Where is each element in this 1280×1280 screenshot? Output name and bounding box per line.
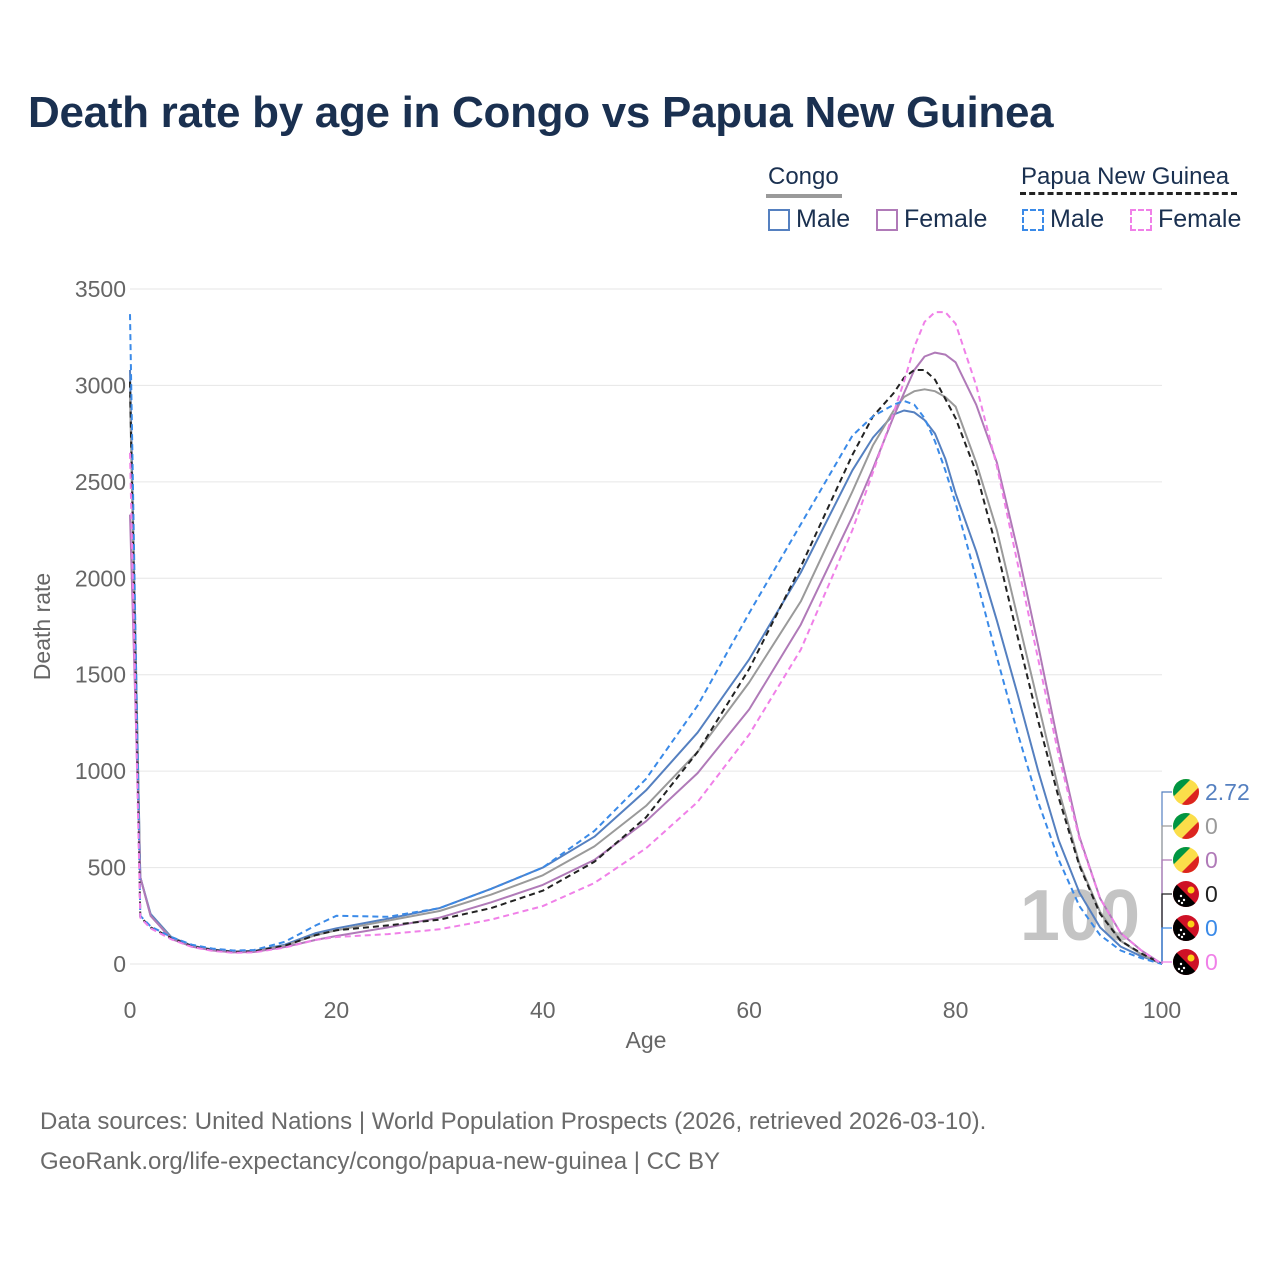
series-line-congo-total[interactable] [129, 388, 1163, 965]
year-watermark: 100 [1020, 876, 1140, 956]
chart-title: Death rate by age in Congo vs Papua New … [28, 88, 1054, 137]
legend-swatch-png-female [1130, 208, 1152, 231]
legend-swatch-congo-female [876, 208, 898, 231]
footer-sources: Data sources: United Nations | World Pop… [40, 1108, 987, 1135]
congo-flag-icon [1173, 847, 1199, 873]
end-connector [1161, 859, 1172, 964]
legend-congo-line [766, 194, 842, 198]
series-line-papua-new-guinea-total[interactable] [129, 369, 1163, 965]
legend-png-line [1020, 192, 1237, 195]
legend-item-congo-female[interactable]: Female [876, 205, 987, 234]
end-value-label: 0 [1205, 949, 1218, 975]
legend-item-png-female[interactable]: Female [1130, 205, 1241, 234]
y-axis-label: Death rate [29, 573, 55, 680]
papua-new-guinea-flag-icon [1173, 881, 1199, 907]
end-value-label: 0 [1205, 847, 1218, 873]
legend-label-congo-male: Male [796, 205, 851, 233]
legend-swatch-png-male [1022, 208, 1044, 231]
congo-flag-icon [1173, 813, 1199, 839]
x-tick-label: 60 [736, 997, 762, 1023]
congo-flag-icon [1173, 779, 1199, 805]
legend-label-png-male: Male [1050, 205, 1105, 233]
legend-swatch-congo-male [768, 208, 790, 231]
series-line-papua-new-guinea-male[interactable] [129, 314, 1163, 965]
series-line-congo-male[interactable] [129, 369, 1163, 965]
x-tick-label: 80 [943, 997, 969, 1023]
y-tick-label: 1000 [75, 758, 126, 784]
y-tick-label: 2500 [75, 469, 126, 495]
end-value-label: 0 [1205, 813, 1218, 839]
series-line-papua-new-guinea-female[interactable] [129, 311, 1163, 965]
x-tick-label: 20 [324, 997, 350, 1023]
y-tick-label: 500 [88, 855, 126, 881]
x-tick-label: 40 [530, 997, 556, 1023]
end-connector [1161, 825, 1172, 964]
legend-item-png-male[interactable]: Male [1022, 205, 1104, 234]
y-tick-label: 3500 [75, 276, 126, 302]
legend-label-congo-female: Female [904, 205, 988, 233]
papua-new-guinea-flag-icon [1173, 949, 1199, 975]
x-tick-label: 100 [1143, 997, 1181, 1023]
end-value-label: 2.72 [1205, 779, 1250, 805]
end-value-label: 0 [1205, 915, 1218, 941]
legend-item-congo-male[interactable]: Male [768, 205, 850, 234]
footer-url[interactable]: GeoRank.org/life-expectancy/congo/papua-… [40, 1148, 720, 1175]
y-tick-label: 0 [113, 951, 126, 977]
papua-new-guinea-flag-icon [1173, 915, 1199, 941]
end-connector [1161, 961, 1172, 964]
legend-label-png-female: Female [1158, 205, 1242, 233]
y-tick-label: 3000 [75, 372, 126, 398]
end-value-label: 0 [1205, 881, 1218, 907]
y-tick-label: 2000 [75, 565, 126, 591]
legend-group-papua-new-guinea: Papua New Guinea [1021, 163, 1230, 190]
legend-group-congo: Congo [768, 163, 839, 190]
y-tick-label: 1500 [75, 662, 126, 688]
x-tick-label: 0 [124, 997, 137, 1023]
end-connector [1161, 893, 1172, 964]
x-axis-label: Age [626, 1027, 667, 1053]
end-connector [1161, 791, 1172, 964]
end-connector [1161, 927, 1172, 964]
